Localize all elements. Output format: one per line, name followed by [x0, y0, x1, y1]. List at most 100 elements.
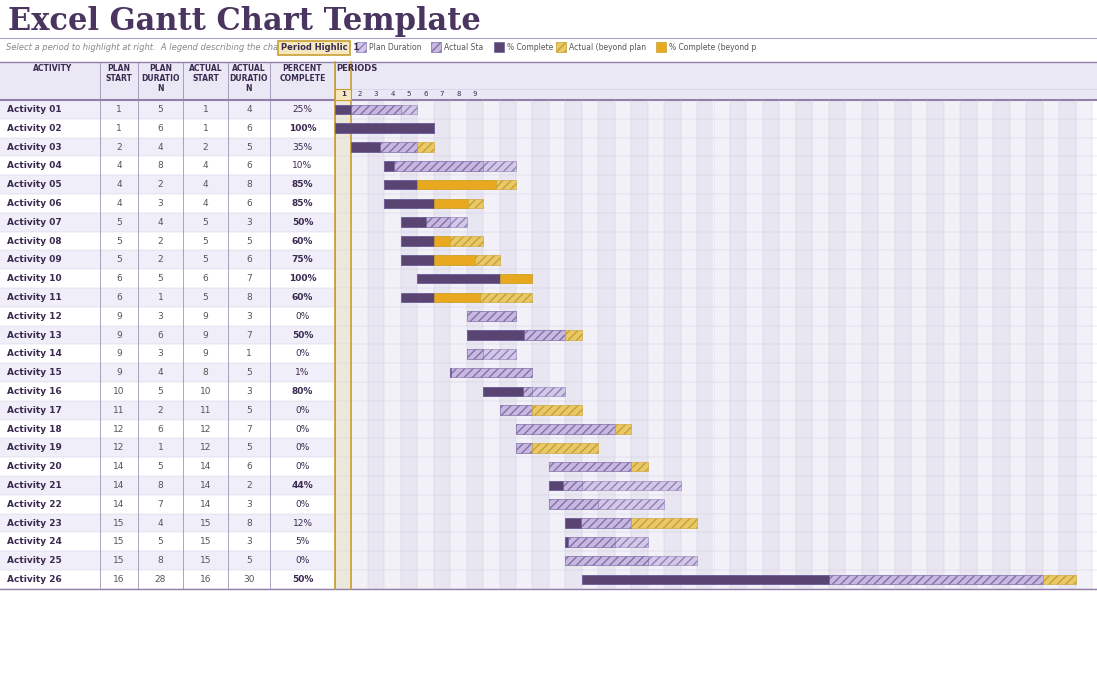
Bar — [351, 288, 367, 307]
Text: 3: 3 — [158, 199, 163, 208]
Bar — [697, 533, 713, 552]
Bar — [993, 419, 1009, 438]
Bar — [1075, 231, 1092, 250]
Bar — [367, 514, 384, 533]
Bar — [417, 570, 433, 589]
Bar — [433, 199, 483, 208]
Bar — [960, 212, 976, 231]
Bar — [0, 250, 335, 269]
Bar — [450, 476, 466, 495]
Text: % Complete: % Complete — [507, 43, 553, 52]
Bar — [730, 326, 746, 345]
Bar — [335, 269, 351, 288]
Bar — [730, 119, 746, 138]
Bar — [335, 100, 351, 119]
Bar — [680, 438, 697, 457]
Bar — [0, 231, 335, 250]
Bar — [647, 401, 664, 419]
Bar — [335, 438, 351, 457]
Text: 4: 4 — [391, 92, 395, 97]
Bar — [1026, 212, 1042, 231]
Bar — [417, 495, 433, 514]
Bar — [565, 157, 581, 175]
Bar — [351, 476, 367, 495]
Bar — [1042, 119, 1059, 138]
Bar — [664, 382, 680, 401]
Bar — [433, 255, 475, 265]
Bar — [943, 250, 960, 269]
Bar — [894, 570, 911, 589]
Bar — [1042, 231, 1059, 250]
Bar — [746, 345, 762, 363]
Bar — [1026, 533, 1042, 552]
Bar — [499, 212, 516, 231]
Bar — [433, 438, 450, 457]
Bar — [911, 363, 927, 382]
Bar — [779, 419, 795, 438]
Bar — [943, 457, 960, 476]
Bar — [400, 419, 417, 438]
Bar — [400, 307, 417, 326]
Text: 28: 28 — [155, 575, 166, 584]
Bar — [400, 250, 417, 269]
Bar — [351, 514, 367, 533]
Bar — [795, 100, 812, 119]
Bar — [466, 194, 483, 212]
Text: 2: 2 — [246, 481, 252, 490]
Bar — [548, 288, 565, 307]
Bar — [730, 495, 746, 514]
Text: 2: 2 — [116, 143, 122, 152]
Bar — [828, 175, 845, 194]
Bar — [697, 138, 713, 157]
Bar — [400, 217, 426, 227]
Bar — [993, 119, 1009, 138]
Bar — [483, 119, 499, 138]
Bar — [565, 231, 581, 250]
Bar — [746, 194, 762, 212]
Text: 8: 8 — [456, 92, 461, 97]
Bar — [614, 194, 631, 212]
Bar — [516, 138, 532, 157]
Bar — [1075, 269, 1092, 288]
Bar — [384, 212, 400, 231]
Bar — [993, 495, 1009, 514]
Bar — [993, 552, 1009, 570]
Bar — [581, 476, 598, 495]
Text: Actual (beyond plan: Actual (beyond plan — [569, 43, 646, 52]
Bar — [993, 212, 1009, 231]
Bar — [647, 438, 664, 457]
Bar — [367, 194, 384, 212]
Bar — [516, 424, 614, 434]
Bar — [450, 457, 466, 476]
Bar — [335, 419, 351, 438]
Bar — [680, 476, 697, 495]
Bar — [1059, 514, 1075, 533]
Bar — [1009, 533, 1026, 552]
Bar — [845, 476, 861, 495]
Bar — [516, 476, 532, 495]
Bar — [278, 41, 350, 55]
Bar — [614, 552, 631, 570]
Bar — [894, 100, 911, 119]
Bar — [697, 345, 713, 363]
Bar — [911, 326, 927, 345]
Bar — [779, 194, 795, 212]
Bar — [845, 495, 861, 514]
Bar — [779, 100, 795, 119]
Bar — [680, 326, 697, 345]
Bar — [1075, 307, 1092, 326]
Bar — [384, 514, 400, 533]
Bar — [516, 157, 532, 175]
Bar — [548, 438, 565, 457]
Bar — [335, 269, 351, 288]
Bar — [993, 326, 1009, 345]
Bar — [483, 345, 499, 363]
Bar — [894, 495, 911, 514]
Bar — [976, 326, 993, 345]
Bar — [730, 288, 746, 307]
Bar — [499, 401, 516, 419]
Bar — [1009, 326, 1026, 345]
Bar — [516, 419, 532, 438]
Bar — [351, 326, 367, 345]
Bar — [795, 570, 812, 589]
